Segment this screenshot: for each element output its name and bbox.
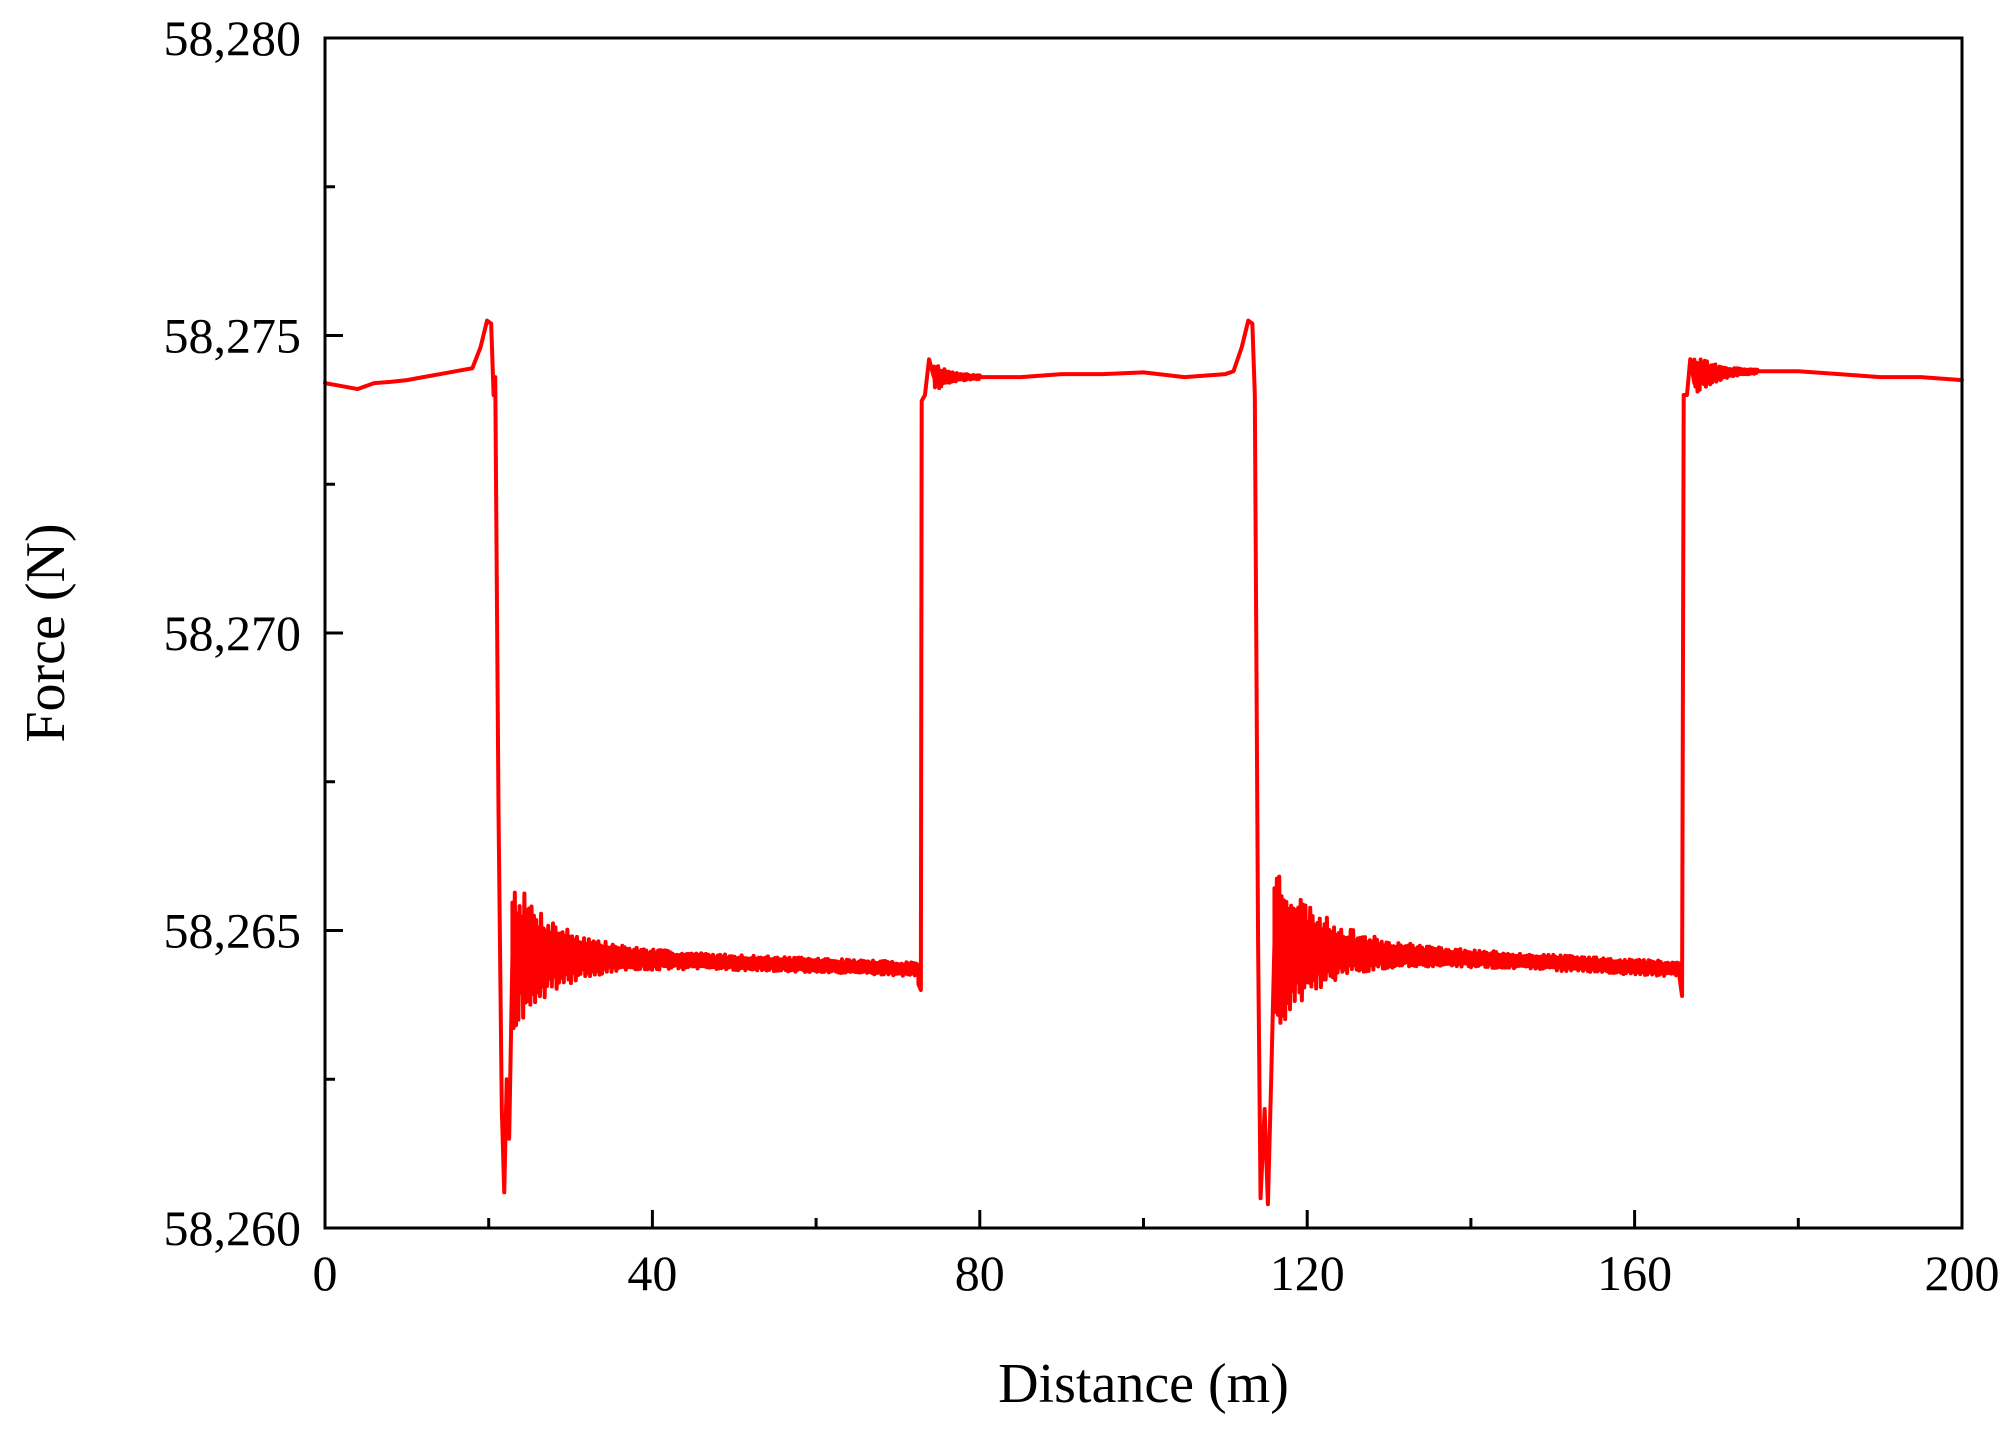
x-tick-label: 200 xyxy=(1925,1245,2000,1301)
x-tick-label: 120 xyxy=(1270,1245,1345,1301)
x-axis-label: Distance (m) xyxy=(998,1353,1289,1415)
y-tick-label: 58,265 xyxy=(164,903,302,959)
y-tick-label: 58,280 xyxy=(164,10,302,66)
y-tick-label: 58,275 xyxy=(164,308,302,364)
y-axis-label: Force (N) xyxy=(15,523,77,742)
series-layer xyxy=(323,318,1964,1207)
series-line-force xyxy=(323,318,1964,1207)
x-tick-label: 0 xyxy=(313,1245,338,1301)
x-tick-label: 40 xyxy=(627,1245,677,1301)
y-tick-label: 58,270 xyxy=(164,605,302,661)
ticks-layer: 0 40 80 120 160 200 58,260 58,265 58,270 58,275 58… xyxy=(164,10,2000,1301)
plot-frame xyxy=(323,36,1964,1230)
x-tick-label: 80 xyxy=(955,1245,1005,1301)
x-tick-label: 160 xyxy=(1597,1245,1672,1301)
y-tick-label: 58,260 xyxy=(164,1200,302,1256)
